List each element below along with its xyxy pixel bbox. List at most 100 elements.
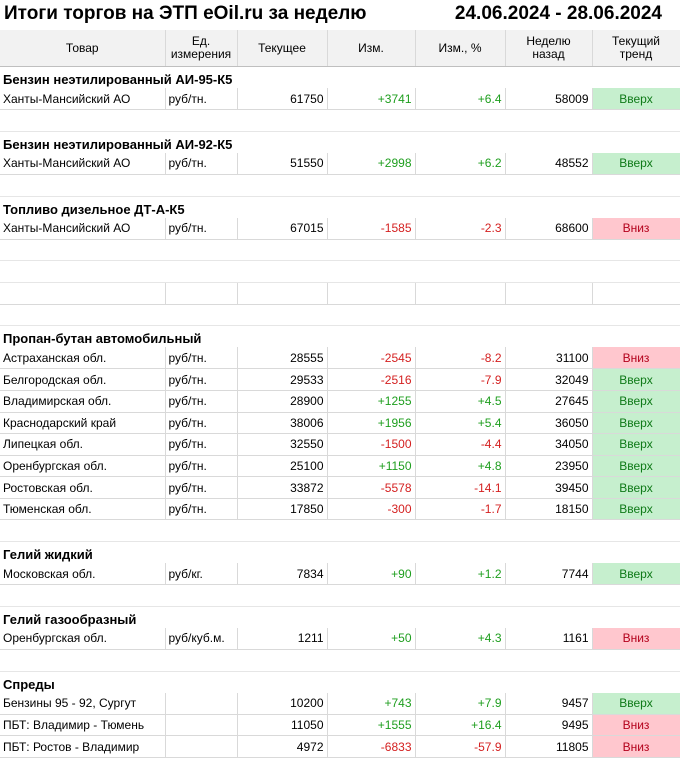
- cell-product: ПБТ: Ростов - Владимир: [0, 735, 166, 758]
- cell-change: -2545: [327, 347, 416, 370]
- cell-week-ago: 36050: [505, 412, 593, 435]
- spacer-cell: [505, 519, 592, 543]
- cell-change-pct: -8.2: [415, 347, 506, 370]
- cell-change: -6833: [327, 735, 416, 758]
- spacer-cell: [237, 304, 327, 327]
- table-row: Астраханская обл. руб/тн. 28555 -2545 -8.2 31…: [0, 347, 680, 370]
- spacer-cell: [592, 649, 680, 672]
- section-title: Пропан-бутан автомобильный: [3, 331, 202, 347]
- spacer-cell: [327, 260, 415, 283]
- cell-change: +1150: [327, 455, 416, 478]
- cell-week-ago: 27645: [505, 390, 593, 413]
- cell-change: -1500: [327, 433, 416, 456]
- cell-current: 10200: [237, 692, 328, 715]
- cell-current: 51550: [237, 152, 328, 175]
- cell-week-ago: 1161: [505, 627, 593, 651]
- cell-week-ago: 9457: [505, 692, 593, 715]
- spacer-cell: [327, 304, 415, 327]
- cell-change-pct: +6.2: [415, 152, 506, 175]
- cell-product: Тюменская обл.: [0, 498, 166, 521]
- table-row: Владимирская обл. руб/тн. 28900 +1255 +4.5 27…: [0, 390, 680, 413]
- spacer-cell: [505, 174, 592, 197]
- cell-current: 7834: [237, 563, 328, 586]
- trend-badge: Вверх: [592, 455, 680, 478]
- spacer-cell: [0, 174, 165, 197]
- spacer-cell: [505, 304, 592, 327]
- spacer-cell: [165, 239, 237, 262]
- cell-unit: руб/тн.: [165, 476, 238, 499]
- section-header-row: Бензин неэтилированный АИ-92-К5: [0, 131, 680, 153]
- cell-change: +3741: [327, 88, 416, 111]
- spacer-cell: [327, 174, 415, 197]
- cell-change-pct: +7.9: [415, 692, 506, 715]
- cell-product: Оренбургская обл.: [0, 455, 166, 478]
- cell-week-ago: 9495: [505, 714, 593, 737]
- cell-product: Оренбургская обл.: [0, 627, 166, 651]
- spacer-cell: [327, 519, 415, 543]
- spacer-cell: [327, 584, 415, 607]
- header-trend-line1: Текущий: [612, 34, 660, 48]
- spacer-cell: [165, 649, 237, 672]
- empty-cell: [327, 282, 416, 305]
- table-row: Московская обл. руб/кг. 7834 +90 +1.2 7744 Вве…: [0, 563, 680, 586]
- spacer-row: [0, 584, 680, 607]
- empty-cell: [505, 282, 593, 305]
- cell-change-pct: +16.4: [415, 714, 506, 737]
- cell-change-pct: -2.3: [415, 217, 506, 240]
- spacer-cell: [505, 109, 592, 132]
- cell-current: 67015: [237, 217, 328, 240]
- trading-results-table: Товар Ед. измерения Текущее Изм. Изм., % …: [0, 30, 680, 758]
- table-row: Ростовская обл. руб/тн. 33872 -5578 -14.1 394…: [0, 476, 680, 499]
- table-row: Тюменская обл. руб/тн. 17850 -300 -1.7 18150 В…: [0, 498, 680, 521]
- table-header-row: Товар Ед. измерения Текущее Изм. Изм., % …: [0, 30, 680, 67]
- trend-badge: Вверх: [592, 368, 680, 391]
- spacer-cell: [592, 304, 680, 327]
- header-week-ago: Неделю назад: [505, 30, 593, 67]
- cell-product: Бензины 95 - 92, Сургут: [0, 692, 166, 715]
- spacer-cell: [0, 584, 165, 607]
- cell-change: -1585: [327, 217, 416, 240]
- section-title: Спреды: [3, 676, 55, 692]
- cell-change: +90: [327, 563, 416, 586]
- section-header-row: Бензин неэтилированный АИ-95-К5: [0, 67, 680, 89]
- table-row: ПБТ: Ростов - Владимир 4972 -6833 -57.9 1180…: [0, 735, 680, 758]
- cell-unit: руб/тн.: [165, 498, 238, 521]
- cell-change: +2998: [327, 152, 416, 175]
- report-title: Итоги торгов на ЭТП eOil.ru за неделю: [4, 3, 367, 24]
- header-product: Товар: [0, 30, 166, 67]
- spacer-cell: [327, 109, 415, 132]
- table-row: Липецкая обл. руб/тн. 32550 -1500 -4.4 34050 В…: [0, 433, 680, 456]
- spacer-cell: [165, 304, 237, 327]
- spacer-cell: [505, 584, 592, 607]
- table-row: ПБТ: Владимир - Тюмень 11050 +1555 +16.4 949…: [0, 714, 680, 737]
- cell-current: 29533: [237, 368, 328, 391]
- table-row: Белгородская обл. руб/тн. 29533 -2516 -7.9 32…: [0, 368, 680, 391]
- cell-unit: руб/тн.: [165, 217, 238, 240]
- section-header-row: Спреды: [0, 671, 680, 693]
- spacer-cell: [505, 260, 592, 283]
- spacer-cell: [592, 239, 680, 262]
- spacer-cell: [505, 649, 592, 672]
- header-change: Изм.: [327, 30, 416, 67]
- table-row: Оренбургская обл. руб/куб.м. 1211 +50 +4.3 11…: [0, 627, 680, 651]
- trend-badge: Вниз: [592, 217, 680, 240]
- section-title: Гелий газообразный: [3, 611, 137, 627]
- cell-unit: [165, 735, 238, 758]
- spacer-row: [0, 109, 680, 132]
- cell-current: 11050: [237, 714, 328, 737]
- spacer-cell: [165, 174, 237, 197]
- spacer-cell: [415, 649, 505, 672]
- cell-change: +1255: [327, 390, 416, 413]
- spacer-row: [0, 649, 680, 672]
- spacer-cell: [0, 649, 165, 672]
- cell-change-pct: +4.5: [415, 390, 506, 413]
- cell-product: Краснодарский край: [0, 412, 166, 435]
- cell-product: Липецкая обл.: [0, 433, 166, 456]
- spacer-cell: [165, 260, 237, 283]
- spacer-row: [0, 260, 680, 283]
- cell-change: -5578: [327, 476, 416, 499]
- cell-unit: руб/тн.: [165, 347, 238, 370]
- spacer-cell: [592, 260, 680, 283]
- cell-change: -300: [327, 498, 416, 521]
- cell-change-pct: -57.9: [415, 735, 506, 758]
